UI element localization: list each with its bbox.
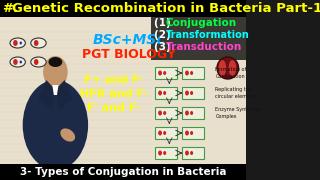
- Text: Conjugation: Conjugation: [165, 18, 236, 28]
- Text: Enzyme Synthesis
Complex: Enzyme Synthesis Complex: [215, 107, 260, 119]
- Circle shape: [158, 130, 162, 136]
- Circle shape: [158, 71, 162, 75]
- Circle shape: [163, 71, 166, 75]
- Circle shape: [190, 131, 193, 135]
- Text: HFR and F-: HFR and F-: [80, 89, 148, 99]
- Bar: [156, 147, 177, 159]
- Circle shape: [34, 59, 38, 65]
- Bar: [182, 147, 204, 159]
- Bar: [182, 67, 204, 79]
- Text: PGT BIOLOGY: PGT BIOLOGY: [82, 48, 176, 60]
- Text: F+ and F-: F+ and F-: [84, 75, 144, 85]
- Ellipse shape: [10, 38, 25, 48]
- Ellipse shape: [60, 128, 75, 142]
- Circle shape: [190, 71, 193, 75]
- Circle shape: [185, 130, 189, 136]
- Text: (3): (3): [154, 42, 174, 52]
- Circle shape: [163, 131, 166, 135]
- Polygon shape: [52, 85, 59, 95]
- Circle shape: [158, 150, 162, 156]
- Text: (2): (2): [154, 30, 174, 40]
- Circle shape: [163, 91, 166, 95]
- Polygon shape: [57, 80, 72, 110]
- Circle shape: [190, 111, 193, 115]
- Text: BSc+MSc: BSc+MSc: [93, 33, 165, 47]
- Bar: [182, 107, 204, 119]
- Circle shape: [163, 111, 166, 115]
- Text: 3- Types of Conjugation in Bacteria: 3- Types of Conjugation in Bacteria: [20, 167, 226, 177]
- Ellipse shape: [31, 57, 46, 67]
- Circle shape: [190, 151, 193, 155]
- Ellipse shape: [219, 60, 226, 76]
- Ellipse shape: [49, 57, 62, 67]
- Circle shape: [158, 91, 162, 96]
- Bar: [0, 17, 246, 164]
- Circle shape: [185, 150, 189, 156]
- Circle shape: [13, 40, 18, 46]
- Circle shape: [185, 111, 189, 116]
- Ellipse shape: [31, 38, 46, 48]
- Ellipse shape: [10, 57, 25, 67]
- Circle shape: [20, 42, 22, 44]
- Ellipse shape: [23, 80, 88, 170]
- Circle shape: [34, 40, 38, 46]
- Circle shape: [190, 91, 193, 95]
- Circle shape: [20, 60, 22, 64]
- Text: Genetic Recombination in Bacteria Part-1: Genetic Recombination in Bacteria Part-1: [12, 2, 320, 15]
- Bar: [156, 87, 177, 99]
- Circle shape: [13, 59, 18, 65]
- Bar: [0, 164, 246, 180]
- Bar: [0, 0, 246, 17]
- Ellipse shape: [228, 60, 236, 76]
- Text: (1): (1): [154, 18, 174, 28]
- Circle shape: [185, 91, 189, 96]
- Ellipse shape: [217, 57, 238, 79]
- Circle shape: [43, 56, 68, 88]
- Bar: [156, 67, 177, 79]
- Circle shape: [185, 71, 189, 75]
- Bar: [156, 127, 177, 139]
- Circle shape: [158, 111, 162, 116]
- Text: Transduction: Transduction: [165, 42, 242, 52]
- Bar: [182, 87, 204, 99]
- Text: Formation of
Conjugation: Formation of Conjugation: [215, 67, 247, 79]
- Circle shape: [163, 151, 166, 155]
- Bar: [182, 127, 204, 139]
- Bar: [156, 107, 177, 119]
- Text: F' and F-: F' and F-: [87, 103, 141, 113]
- Text: Transformation: Transformation: [165, 30, 249, 40]
- Polygon shape: [38, 80, 54, 110]
- Text: #.: #.: [2, 2, 19, 15]
- Bar: [151, 15, 246, 60]
- Text: Replicating the
circular element: Replicating the circular element: [215, 87, 256, 99]
